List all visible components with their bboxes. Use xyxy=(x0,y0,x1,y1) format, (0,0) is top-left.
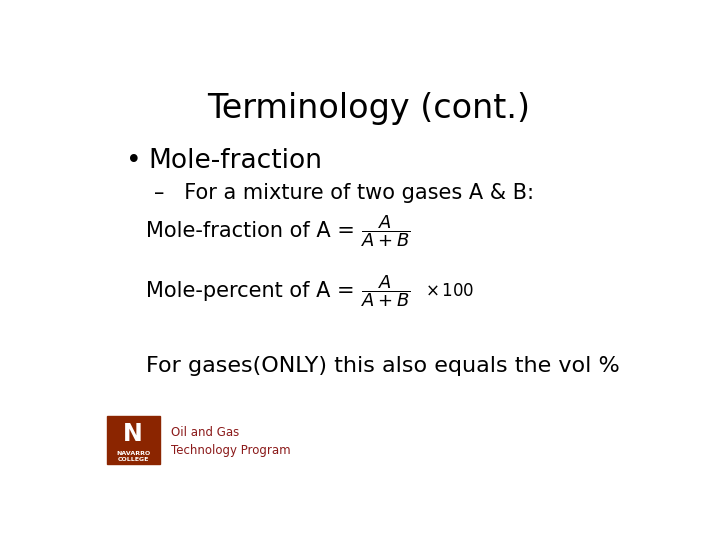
Text: NAVARRO
COLLEGE: NAVARRO COLLEGE xyxy=(116,451,150,462)
Text: –   For a mixture of two gases A & B:: – For a mixture of two gases A & B: xyxy=(154,183,534,203)
Text: Mole-fraction: Mole-fraction xyxy=(148,148,323,174)
Text: Mole-fraction of A =: Mole-fraction of A = xyxy=(145,221,361,241)
FancyBboxPatch shape xyxy=(107,416,160,464)
Text: $\dfrac{A}{A + B}$: $\dfrac{A}{A + B}$ xyxy=(361,274,410,309)
Text: $\dfrac{A}{A + B}$: $\dfrac{A}{A + B}$ xyxy=(361,213,410,249)
Text: Oil and Gas
Technology Program: Oil and Gas Technology Program xyxy=(171,426,291,457)
Text: N: N xyxy=(123,422,143,447)
Text: $\times\,100$: $\times\,100$ xyxy=(425,282,474,300)
Text: •: • xyxy=(126,148,142,174)
Text: For gases(ONLY) this also equals the vol %: For gases(ONLY) this also equals the vol… xyxy=(145,356,619,376)
Text: Mole-percent of A =: Mole-percent of A = xyxy=(145,281,361,301)
Text: Terminology (cont.): Terminology (cont.) xyxy=(207,92,531,125)
